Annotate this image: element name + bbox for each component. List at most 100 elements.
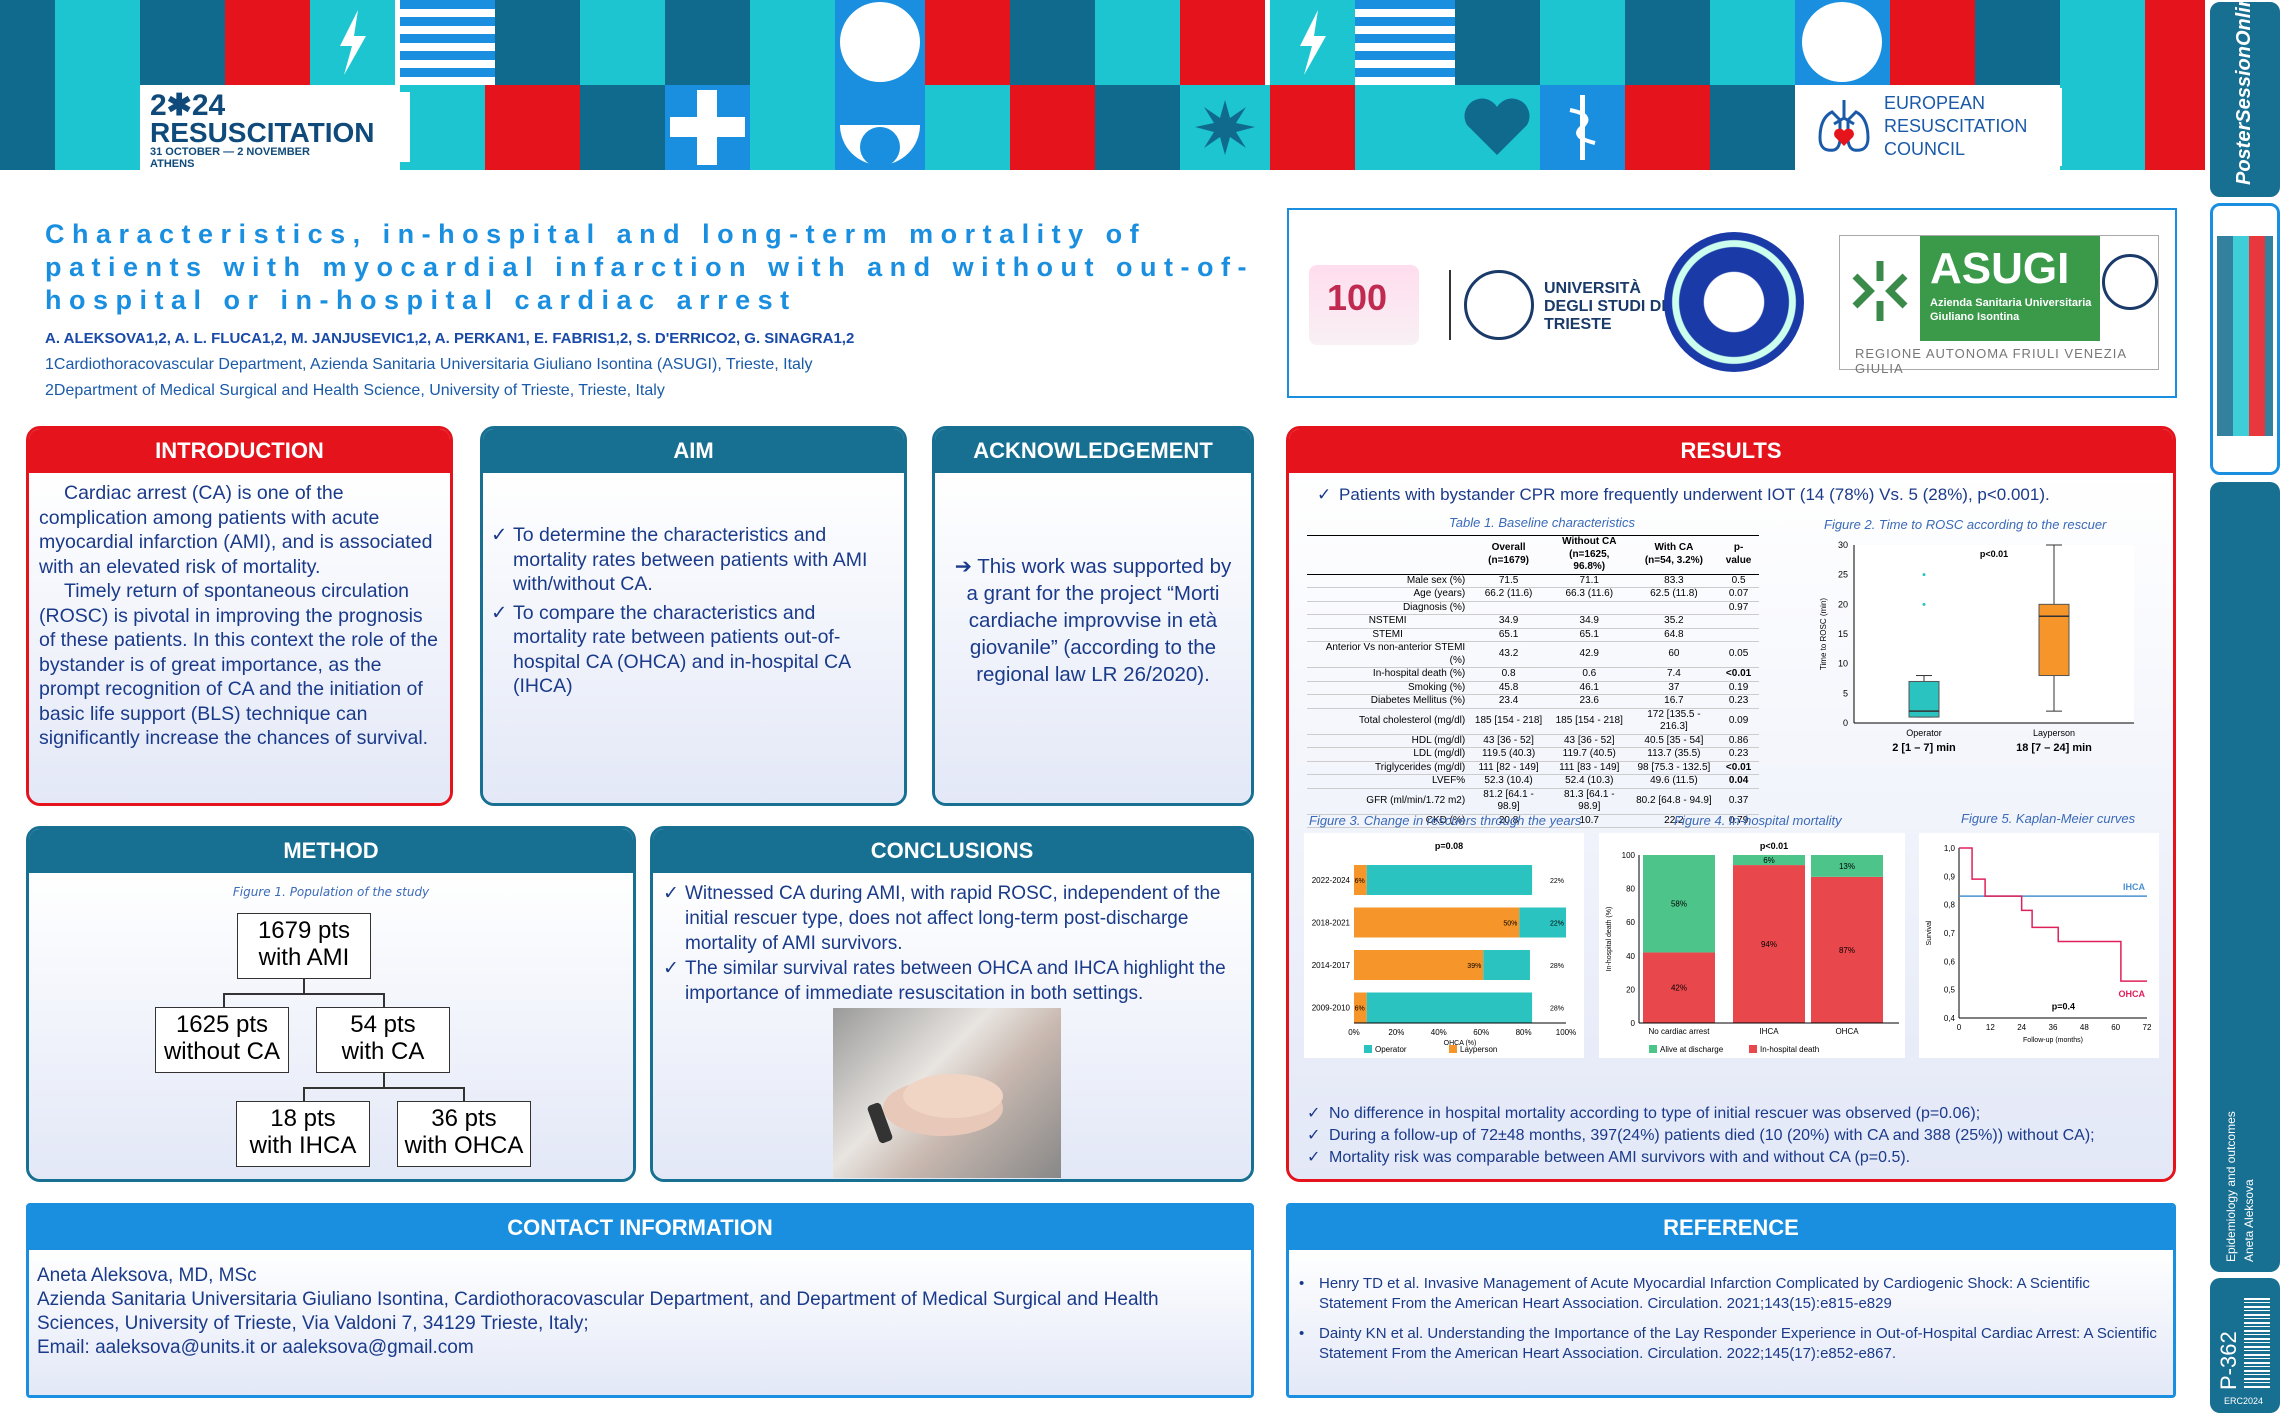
table-row: NSTEMI 34.9 34.9 35.2 [1307, 614, 1759, 629]
x-tick-label: 100% [1556, 1028, 1576, 1037]
table-cell: 0.09 [1718, 708, 1759, 735]
table-cell: 0.07 [1718, 587, 1759, 602]
x-tick-label: 60% [1473, 1028, 1489, 1037]
bar-segment [1354, 907, 1520, 938]
legend-swatch [1749, 1045, 1757, 1053]
figure-3-bar-chart: p=0.08 2022-2024 6% 22% 2018-2021 50% 22% 2014-… [1304, 833, 1584, 1058]
category-label: 2014-2017 [1312, 961, 1351, 970]
legend-label: Alive at discharge [1660, 1045, 1724, 1054]
caduceus-icon [1540, 85, 1625, 170]
table-cell: 23.4 [1468, 694, 1549, 709]
table-cell: 34.9 [1468, 614, 1549, 629]
table-cell: CKD (%) [1307, 814, 1469, 828]
category-label: 2009-2010 [1312, 1004, 1351, 1013]
department-seal [1664, 232, 1804, 372]
table-cell: Anterior Vs non-anterior STEMI (%) [1307, 641, 1469, 668]
contact-address: Azienda Sanitaria Universitaria Giuliano… [37, 1289, 1159, 1334]
figure-4-caption: Figure 4. In-hospital mortality [1674, 813, 1842, 828]
y-axis-label: In-hospital death (%) [1606, 907, 1613, 972]
p-value-label: p<0.01 [1760, 841, 1788, 851]
table-cell: 49.6 (11.5) [1629, 774, 1719, 789]
table-cell: 16.7 [1629, 694, 1719, 709]
university-name: UNIVERSITÀ DEGLI STUDI DI TRIESTE [1544, 280, 1666, 333]
table-cell: 43 [36 - 52] [1548, 734, 1630, 748]
results-heading: RESULTS [1289, 429, 2173, 473]
table-cell: 113.7 (35.5) [1629, 747, 1719, 762]
table-cell: 52.4 (10.3) [1548, 774, 1630, 789]
table-cell: Age (years) [1307, 587, 1469, 602]
table-header-cell: p-value [1718, 535, 1759, 575]
aim-item: To determine the characteristics and mor… [491, 523, 894, 597]
table-cell: 172 [135.5 - 216.3] [1629, 708, 1719, 735]
asugi-subtitle: Azienda Sanitaria Universitaria Giuliano… [1930, 297, 2092, 323]
table-cell: 0.79 [1718, 814, 1759, 828]
table-cell: 23.6 [1548, 694, 1630, 709]
table-row: Age (years) 66.2 (11.6) 66.3 (11.6) 62.5 (1… [1307, 587, 1759, 602]
outlier-point [1922, 573, 1926, 577]
intro-paragraph-2: Timely return of spontaneous circulation… [39, 580, 438, 749]
table-cell: 111 [83 - 149] [1548, 761, 1630, 775]
y-tick-label: 0,4 [1944, 1014, 1956, 1023]
table-row: HDL (mg/dl) 43 [36 - 52] 43 [36 - 52] 40.5 … [1307, 734, 1759, 748]
intro-paragraph-1: Cardiac arrest (CA) is one of the compli… [39, 482, 433, 578]
node-without-ca: 1625 pts without CA [155, 1007, 289, 1073]
table-header-cell: Without CA (n=1625, 96.8%) [1548, 535, 1630, 575]
table-row: Total cholesterol (mg/dl) 185 [154 - 218]… [1307, 708, 1759, 735]
bar-segment [1811, 855, 1883, 877]
cross-icon [665, 85, 750, 170]
results-bullet: No difference in hospital mortality acco… [1307, 1103, 2095, 1125]
bar-segment [1483, 950, 1530, 980]
institution-logos: 100 UNIVERSITÀ DEGLI STUDI DI TRIESTE AS… [1287, 208, 2177, 398]
table-cell: 80.2 [64.8 - 94.9] [1629, 788, 1719, 815]
table-cell: 0.23 [1718, 694, 1759, 709]
table-cell: 0.86 [1718, 734, 1759, 748]
table-cell: HDL (mg/dl) [1307, 734, 1469, 748]
x-axis-label: Follow-up (months) [2023, 1037, 2083, 1044]
table-cell: 0.6 [1548, 667, 1630, 682]
y-tick-label: 0,6 [1944, 957, 1956, 966]
y-tick-label: 0,8 [1944, 901, 1956, 910]
table-cell: In-hospital death (%) [1307, 667, 1469, 682]
centenary-logo: 100 [1309, 265, 1419, 345]
table-cell [1718, 614, 1759, 629]
bar-label: 22% [1550, 878, 1564, 885]
table-cell: 52.3 (10.4) [1468, 774, 1549, 789]
table-cell: GFR (ml/min/1.72 m2) [1307, 788, 1469, 815]
y-tick-label: 60 [1626, 918, 1635, 927]
bar-label: 6% [1355, 1006, 1365, 1013]
table-header-cell [1307, 535, 1469, 575]
x-tick-label: No cardiac arrest [1649, 1027, 1711, 1036]
method-section: METHOD Figure 1. Population of the study… [26, 826, 636, 1182]
bar-segment [1733, 865, 1805, 1023]
y-tick-label: 80 [1626, 885, 1635, 894]
bar-label: 6% [1763, 856, 1775, 865]
table-row: Anterior Vs non-anterior STEMI (%) 43.2 42… [1307, 641, 1759, 668]
contact-email[interactable]: Email: aaleksova@units.it or aaleksova@g… [37, 1337, 474, 1358]
table-cell: 42.9 [1548, 641, 1630, 668]
table-cell: 22.2 [1629, 814, 1719, 828]
x-tick-label: 72 [2143, 1023, 2152, 1032]
table-cell: 81.2 [64.1 - 98.9] [1468, 788, 1549, 815]
rail-brand: PosterSessionOnline [2233, 0, 2255, 185]
table-cell: 81.3 [64.1 - 98.9] [1548, 788, 1630, 815]
table-cell: Diabetes Mellitus (%) [1307, 694, 1469, 709]
results-section: RESULTS Patients with bystander CPR more… [1286, 426, 2176, 1182]
y-tick-label: 10 [1838, 659, 1848, 669]
table-cell: 45.8 [1468, 681, 1549, 695]
p-value-label: p=0.4 [2052, 1002, 2075, 1012]
region-seal [2102, 254, 2158, 310]
authors: A. ALEKSOVA1,2, A. L. FLUCA1,2, M. JANJU… [45, 330, 855, 347]
x-tick-label: 12 [1986, 1023, 1995, 1032]
bar-segment [1643, 952, 1715, 1023]
table-cell: 7.4 [1629, 667, 1719, 682]
plot-area [1854, 545, 2134, 723]
reference-item: • Henry TD et al. Invasive Management of … [1299, 1275, 2090, 1312]
conclusion-item: The similar survival rates between OHCA … [663, 956, 1237, 1006]
table-row: LDL (mg/dl) 119.5 (40.3) 119.7 (40.5) 113.7… [1307, 747, 1759, 762]
table-cell: 65.1 [1468, 628, 1549, 642]
bar-label: 28% [1550, 1006, 1564, 1013]
asugi-logo: ASUGI Azienda Sanitaria Universitaria Gi… [1839, 235, 2159, 376]
table-cell: 64.8 [1629, 628, 1719, 642]
introduction-section: INTRODUCTION Cardiac arrest (CA) is one … [26, 426, 453, 806]
table-cell: 0.5 [1718, 574, 1759, 588]
